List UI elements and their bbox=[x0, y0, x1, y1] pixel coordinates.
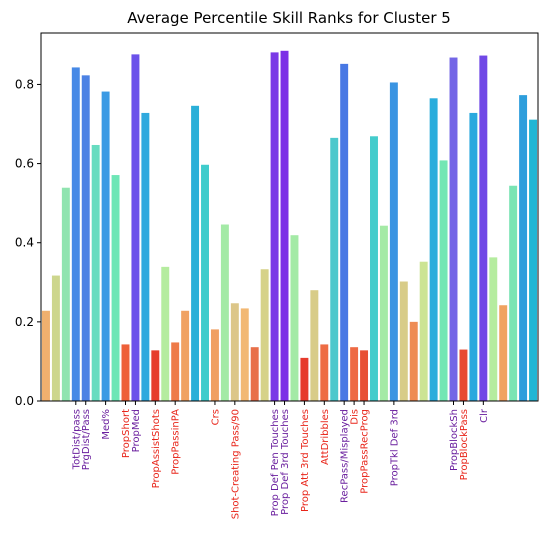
bar bbox=[320, 344, 329, 401]
bar bbox=[360, 350, 369, 401]
bar bbox=[91, 144, 100, 401]
x-tick-label: PropPassRecProg bbox=[360, 409, 371, 494]
bar bbox=[71, 67, 80, 401]
y-tick-label: 0.2 bbox=[15, 315, 34, 329]
bar bbox=[300, 357, 309, 401]
y-axis: 0.0 0.2 0.4 0.6 0.8 bbox=[15, 77, 41, 408]
bar bbox=[230, 303, 239, 401]
bar bbox=[250, 347, 259, 401]
plot-frame bbox=[40, 32, 539, 402]
y-tick-label: 0.0 bbox=[15, 394, 34, 408]
bars bbox=[41, 50, 538, 402]
x-tick-label: PropShort bbox=[121, 409, 132, 458]
bar bbox=[181, 310, 190, 401]
bar bbox=[270, 52, 279, 401]
bar bbox=[509, 185, 518, 401]
x-tick-label: PropMed bbox=[131, 409, 142, 452]
x-tick-label: Clr bbox=[479, 408, 490, 423]
x-tick-label: Shot-Creating Pass/90 bbox=[230, 409, 241, 519]
x-tick-label: PrgDist/Pass bbox=[81, 409, 92, 470]
bar bbox=[141, 112, 150, 401]
bar bbox=[290, 235, 299, 401]
x-tick-label: Med% bbox=[101, 409, 112, 440]
x-tick-label: PropBlockSh bbox=[449, 409, 460, 471]
bar bbox=[161, 266, 170, 401]
bar bbox=[399, 281, 408, 401]
bar bbox=[529, 119, 538, 401]
x-tick-label: Crs bbox=[210, 409, 221, 425]
bar bbox=[51, 275, 60, 401]
x-tick-label: AttDribbles bbox=[320, 409, 331, 465]
x-tick-label: Dis bbox=[350, 409, 361, 425]
bar bbox=[111, 175, 120, 401]
bar bbox=[201, 164, 209, 401]
x-tick-label: PropBlockPass bbox=[459, 409, 470, 480]
bar bbox=[499, 305, 508, 401]
bar bbox=[280, 50, 289, 401]
bar bbox=[379, 225, 388, 401]
bar bbox=[350, 347, 359, 401]
bar bbox=[101, 91, 110, 401]
bar bbox=[459, 349, 468, 401]
bar bbox=[330, 137, 339, 401]
bar bbox=[519, 95, 528, 402]
bar bbox=[131, 54, 140, 402]
x-tick-label: TotDist/pass bbox=[71, 409, 82, 470]
x-tick-label: PropAssistShots bbox=[151, 409, 162, 488]
x-tick-label: Prop Def 3rd Touches bbox=[280, 409, 291, 515]
bar bbox=[439, 160, 448, 401]
bar bbox=[389, 82, 398, 401]
y-tick-label: 0.6 bbox=[15, 157, 34, 171]
bar bbox=[489, 257, 498, 401]
bar bbox=[409, 321, 418, 401]
bar bbox=[419, 261, 428, 401]
y-tick-label: 0.8 bbox=[15, 77, 34, 91]
bar bbox=[479, 55, 488, 401]
x-tick-label: PropTkl Def 3rd bbox=[389, 409, 400, 486]
bar bbox=[449, 57, 458, 402]
bar bbox=[151, 350, 160, 401]
bar bbox=[260, 269, 269, 401]
x-tick-label: PropPassinPA bbox=[171, 409, 182, 475]
bar bbox=[171, 342, 180, 401]
bar bbox=[210, 329, 219, 401]
bar bbox=[220, 224, 229, 401]
bar bbox=[61, 187, 70, 401]
x-tick-label: RecPass/Misplayed bbox=[340, 409, 351, 503]
x-tick-label: Prop Def Pen Touches bbox=[270, 409, 281, 516]
bar bbox=[310, 290, 319, 401]
y-tick-label: 0.4 bbox=[15, 236, 34, 250]
bar bbox=[240, 308, 249, 401]
bar bbox=[469, 112, 478, 401]
x-tick-label: Prop Att 3rd Touches bbox=[300, 409, 311, 512]
bar bbox=[121, 344, 130, 401]
bar bbox=[191, 105, 200, 402]
bar bbox=[340, 63, 349, 402]
bar bbox=[81, 75, 90, 401]
bar bbox=[429, 98, 438, 402]
chart-title: Average Percentile Skill Ranks for Clust… bbox=[127, 9, 451, 27]
bar bbox=[41, 310, 50, 401]
bar bbox=[370, 136, 378, 402]
